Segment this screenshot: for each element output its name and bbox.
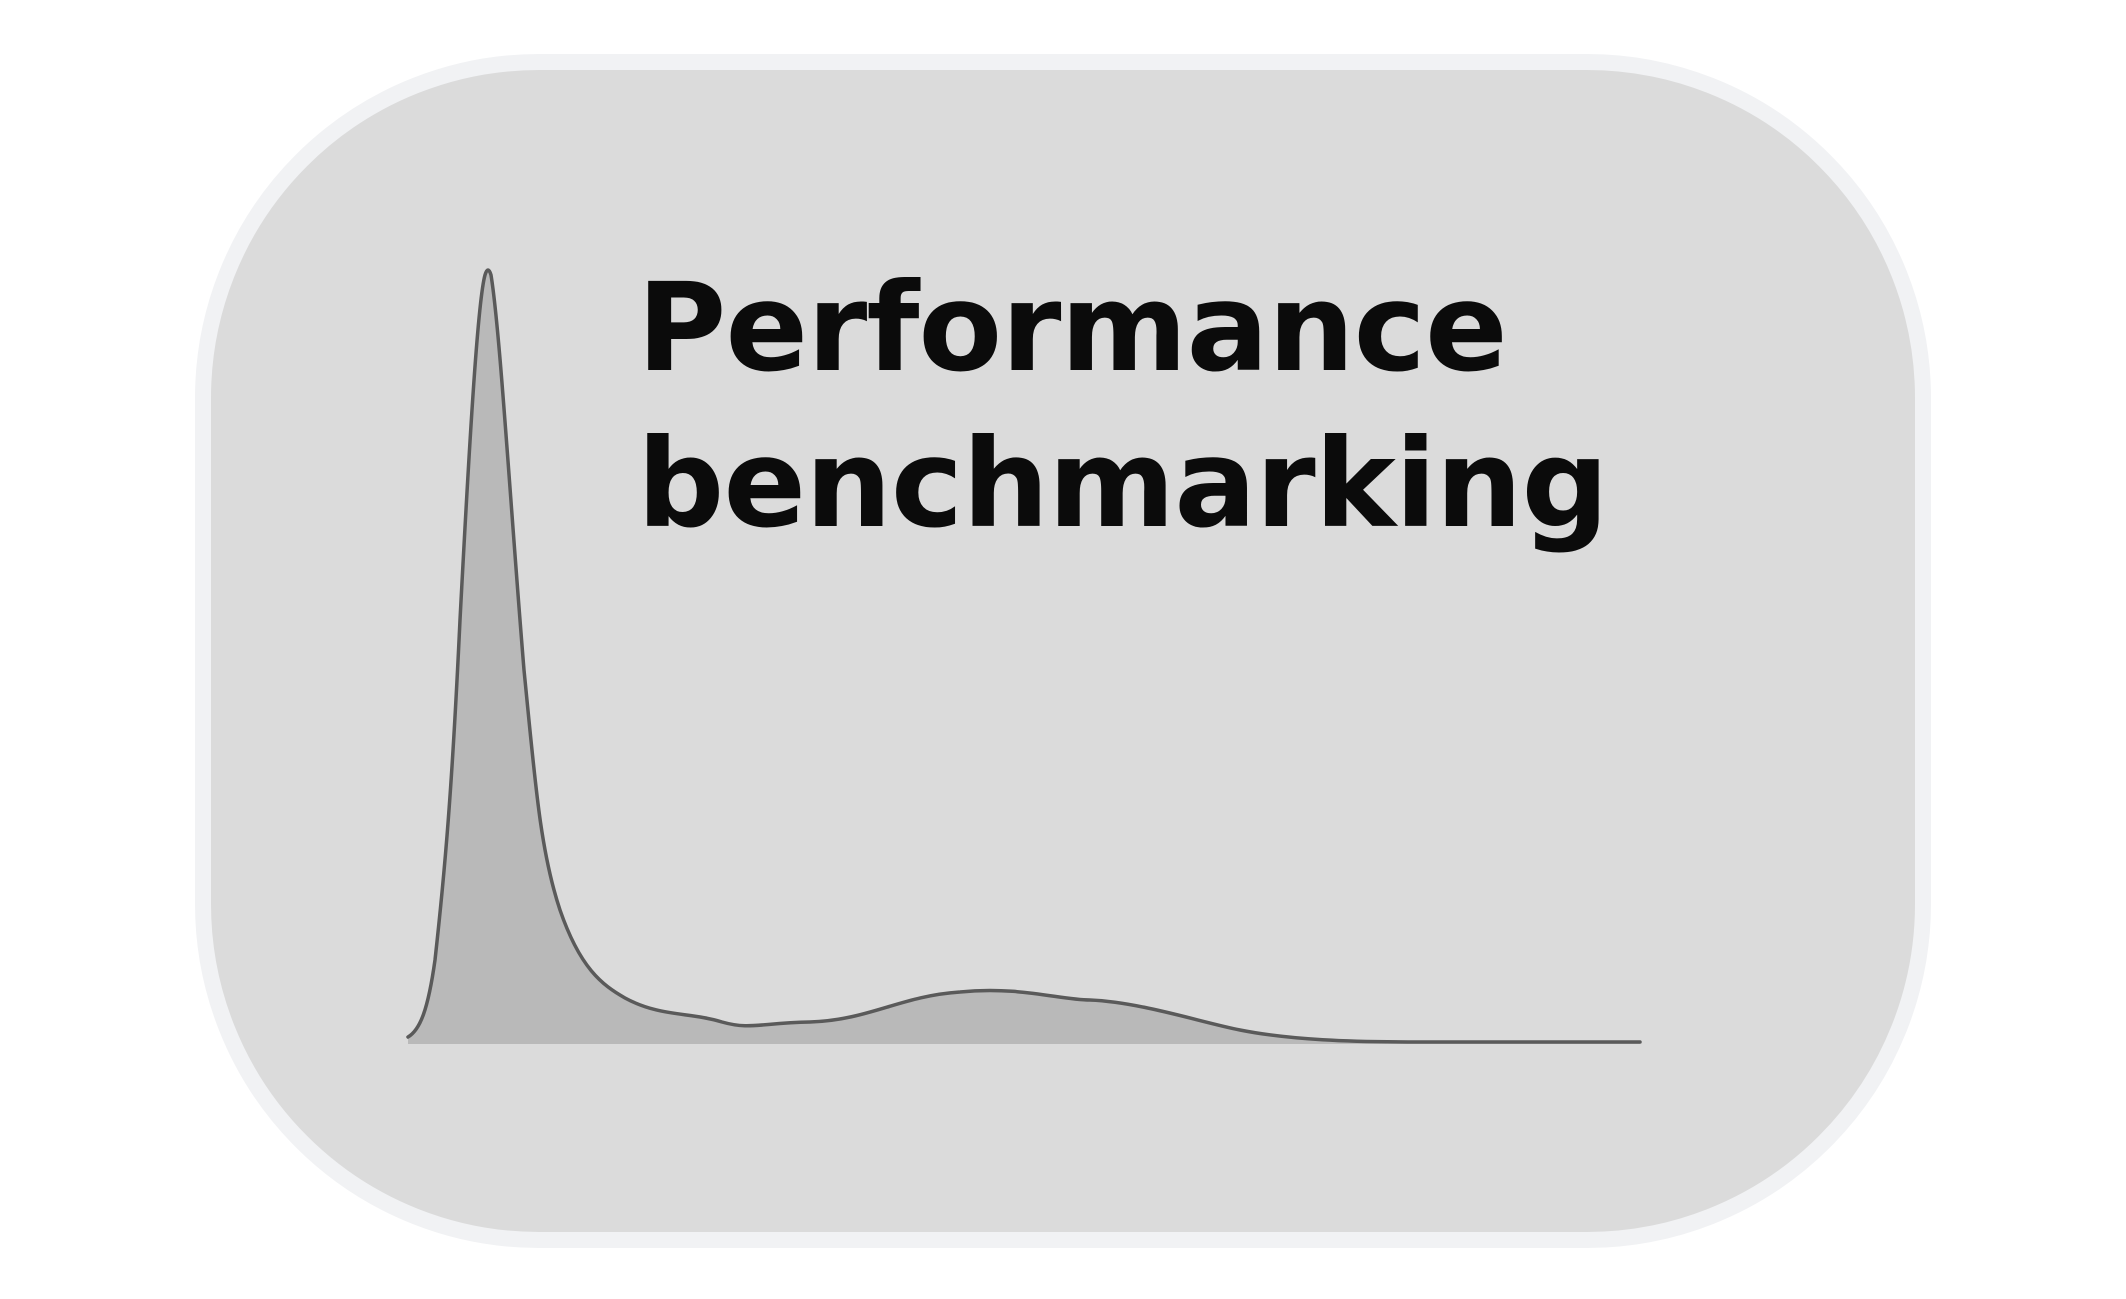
- logo-title: Performance benchmarking: [637, 250, 1609, 562]
- title-line-1: Performance: [637, 257, 1508, 399]
- density-curve-fill: [408, 270, 1640, 1044]
- title-line-2: benchmarking: [637, 413, 1609, 555]
- density-curve-line: [406, 268, 1642, 1044]
